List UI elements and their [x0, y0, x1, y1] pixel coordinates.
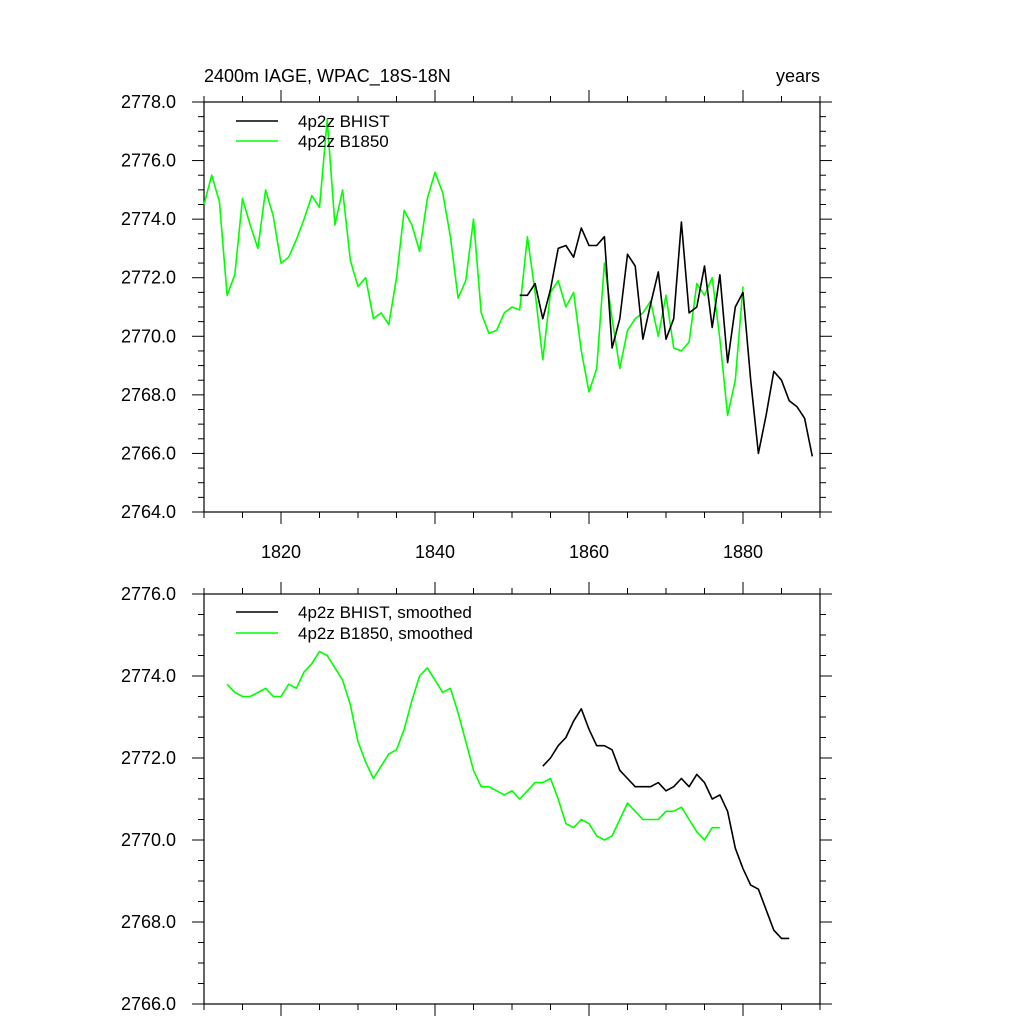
x-tick-label: 1860 [569, 542, 609, 562]
y-tick-label: 2768.0 [121, 385, 176, 405]
y-tick-label: 2764.0 [121, 502, 176, 522]
legend-label-b1850-smoothed: 4p2z B1850, smoothed [298, 624, 473, 643]
legend-label-bhist-smoothed: 4p2z BHIST, smoothed [298, 603, 472, 622]
plot-frame-bottom [203, 593, 821, 1005]
x-tick-label: 1820 [261, 542, 301, 562]
x-tick-labels-top: 1820 1840 1860 1880 [261, 542, 763, 562]
y-tick-label: 2776.0 [121, 151, 176, 171]
series-line-4p2z-b1850-smoothed [226, 650, 720, 841]
chart-title-left: 2400m IAGE, WPAC_18S-18N [204, 66, 451, 87]
series-line-4p2z-bhist [519, 221, 814, 457]
top-panel: 2400m IAGE, WPAC_18S-18N years 2764.0276… [121, 66, 832, 562]
y-tick-labels-bottom: 2766.0 2768.0 2770.0 2772.0 2774.0 2776.0 [121, 584, 176, 1014]
y-tick-label: 2770.0 [121, 830, 176, 850]
y-tick-label: 2778.0 [121, 92, 176, 112]
x-tick-label: 1880 [723, 542, 763, 562]
y-tick-label: 2770.0 [121, 326, 176, 346]
series-lines-bottom [226, 650, 790, 940]
y-tick-label: 2774.0 [121, 666, 176, 686]
legend-top: 4p2z BHIST 4p2z B1850 [236, 112, 390, 151]
bottom-panel: 2766.0 2768.0 2770.0 2772.0 2774.0 2776.0 4p2… [121, 582, 832, 1016]
x-tick-label: 1840 [415, 542, 455, 562]
y-tick-label: 2772.0 [121, 748, 176, 768]
y-tick-label: 2766.0 [121, 443, 176, 463]
y-tick-label: 2774.0 [121, 209, 176, 229]
y-tick-label: 2768.0 [121, 912, 176, 932]
y-tick-label: 2776.0 [121, 584, 176, 604]
series-line-4p2z-b1850 [203, 118, 744, 417]
axis-ticks-top [192, 90, 832, 524]
axis-ticks-bottom [192, 582, 832, 1016]
y-tick-labels-top: 2764.0 2766.0 2768.0 2770.0 2772.0 2774.0 2776… [121, 92, 176, 522]
y-tick-label: 2766.0 [121, 994, 176, 1014]
legend-label-b1850: 4p2z B1850 [298, 132, 389, 151]
y-tick-label: 2772.0 [121, 268, 176, 288]
series-line-4p2z-bhist-smoothed [542, 707, 790, 940]
series-lines-top [203, 118, 814, 457]
legend-bottom: 4p2z BHIST, smoothed 4p2z B1850, smoothe… [236, 603, 473, 643]
legend-label-bhist: 4p2z BHIST [298, 112, 390, 131]
chart-title-right: years [776, 66, 820, 86]
